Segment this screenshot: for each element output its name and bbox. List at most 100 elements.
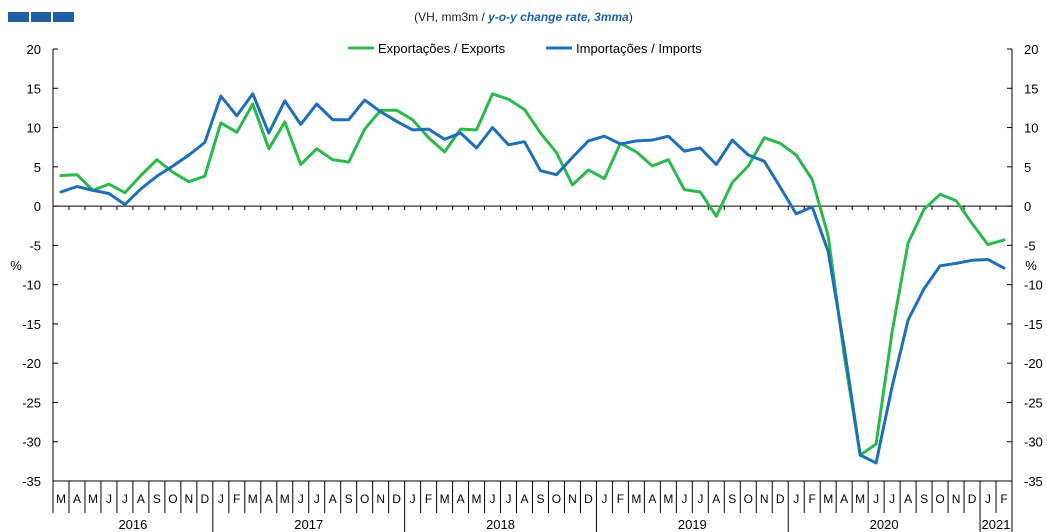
- month-tick-label: F: [617, 492, 624, 506]
- month-tick-label: A: [457, 492, 465, 506]
- legend-label: Exportações / Exports: [378, 41, 506, 56]
- y-tick-label-right: 0: [1024, 199, 1031, 214]
- y-tick-label-right: -5: [1024, 238, 1036, 253]
- chart-subtitle: (VH, mm3m / y-o-y change rate, 3mma): [414, 10, 633, 24]
- y-tick-label-right: -20: [1024, 356, 1043, 371]
- month-tick-label: M: [472, 492, 482, 506]
- month-tick-label: M: [663, 492, 673, 506]
- month-tick-label: A: [648, 492, 656, 506]
- month-tick-label: J: [490, 492, 496, 506]
- month-tick-label: M: [855, 492, 865, 506]
- month-tick-label: F: [809, 492, 816, 506]
- legend-label: Importações / Imports: [576, 41, 702, 56]
- month-tick-label: J: [218, 492, 224, 506]
- month-tick-label: J: [314, 492, 320, 506]
- month-tick-label: D: [584, 492, 593, 506]
- month-tick-label: J: [410, 492, 416, 506]
- month-tick-label: M: [248, 492, 258, 506]
- y-axis-right: 20 15 10 5 0 -5 -10 -15 -20 -25 -30 -35%: [1007, 42, 1043, 489]
- year-label: 2019: [678, 517, 707, 532]
- y-tick-label-left: -5: [29, 238, 41, 253]
- month-tick-label: M: [631, 492, 641, 506]
- month-tick-label: O: [168, 492, 177, 506]
- series-layer: [59, 92, 1006, 465]
- brand-logo: [8, 12, 75, 22]
- year-label: 2016: [118, 517, 147, 532]
- month-tick-label: D: [201, 492, 210, 506]
- y-tick-label-right: -25: [1024, 395, 1043, 410]
- month-tick-label: A: [840, 492, 848, 506]
- month-tick-label: N: [376, 492, 385, 506]
- month-tick-label: N: [185, 492, 194, 506]
- y-axis-title-left: %: [10, 258, 22, 273]
- month-tick-label: S: [920, 492, 928, 506]
- legend: Exportações / Exports Importações / Impor…: [348, 41, 702, 56]
- month-tick-label: S: [536, 492, 544, 506]
- y-tick-label-right: -15: [1024, 317, 1043, 332]
- year-label: 2018: [486, 517, 515, 532]
- month-tick-label: J: [697, 492, 703, 506]
- month-tick-label: D: [776, 492, 785, 506]
- y-axis-left: 20 15 10 5 0 -5 -10 -15 -20 -25 -30 -35%: [10, 42, 58, 489]
- y-tick-label-right: 10: [1024, 121, 1038, 136]
- month-tick-label: F: [1000, 492, 1007, 506]
- month-tick-label: A: [265, 492, 273, 506]
- series-line-imports: [59, 92, 1006, 465]
- month-tick-label: F: [233, 492, 240, 506]
- month-tick-label: A: [329, 492, 337, 506]
- month-tick-label: J: [985, 492, 991, 506]
- month-tick-label: M: [823, 492, 833, 506]
- month-tick-label: N: [952, 492, 961, 506]
- y-tick-label-left: -10: [22, 278, 41, 293]
- y-tick-label-left: -20: [22, 356, 41, 371]
- y-tick-label-left: -35: [22, 474, 41, 489]
- month-tick-label: J: [793, 492, 799, 506]
- month-tick-label: D: [392, 492, 401, 506]
- month-tick-label: J: [506, 492, 512, 506]
- month-tick-label: A: [73, 492, 81, 506]
- month-tick-label: S: [345, 492, 353, 506]
- month-tick-label: A: [904, 492, 912, 506]
- y-tick-label-left: 20: [27, 42, 41, 57]
- month-tick-label: N: [760, 492, 769, 506]
- y-tick-label-left: 0: [34, 199, 41, 214]
- month-tick-label: S: [728, 492, 736, 506]
- month-tick-label: O: [744, 492, 753, 506]
- y-tick-label-left: -25: [22, 395, 41, 410]
- month-tick-label: M: [280, 492, 290, 506]
- y-tick-label-right: 5: [1024, 160, 1031, 175]
- y-tick-label-right: -30: [1024, 435, 1043, 450]
- y-tick-label-left: 15: [27, 81, 41, 96]
- y-axis-title-right: %: [1025, 258, 1037, 273]
- month-tick-label: M: [440, 492, 450, 506]
- y-tick-label-left: 5: [34, 160, 41, 175]
- month-tick-label: J: [889, 492, 895, 506]
- month-tick-label: M: [56, 492, 66, 506]
- y-tick-label-right: -10: [1024, 278, 1043, 293]
- month-tick-label: A: [521, 492, 529, 506]
- month-tick-label: O: [360, 492, 369, 506]
- series-line-exports: [59, 92, 1006, 457]
- month-tick-label: J: [681, 492, 687, 506]
- month-tick-label: D: [968, 492, 977, 506]
- y-tick-label-right: 15: [1024, 81, 1038, 96]
- month-tick-label: O: [935, 492, 944, 506]
- month-tick-label: A: [137, 492, 145, 506]
- y-tick-label-right: -35: [1024, 474, 1043, 489]
- month-tick-label: J: [873, 492, 879, 506]
- month-tick-label: F: [425, 492, 432, 506]
- y-tick-label-left: -30: [22, 435, 41, 450]
- y-tick-label-left: 10: [27, 121, 41, 136]
- month-tick-label: A: [712, 492, 720, 506]
- month-tick-label: J: [106, 492, 112, 506]
- month-tick-label: J: [601, 492, 607, 506]
- month-tick-label: O: [552, 492, 561, 506]
- year-label: 2020: [870, 517, 899, 532]
- month-tick-label: J: [298, 492, 304, 506]
- year-label: 2017: [294, 517, 323, 532]
- y-tick-label-right: 20: [1024, 42, 1038, 57]
- month-tick-label: N: [568, 492, 577, 506]
- y-tick-label-left: -15: [22, 317, 41, 332]
